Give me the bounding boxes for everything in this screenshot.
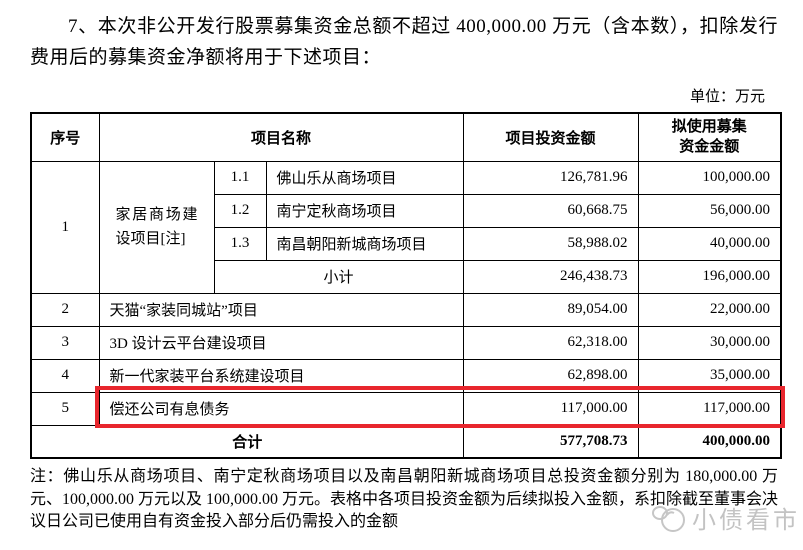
footnote-paragraph: 注：佛山乐从商场项目、南宁定秋商场项目以及南昌朝阳新城商场项目总投资金额分别为 …: [30, 468, 779, 530]
table-row-1-3: 1.3 南昌朝阳新城商场项目 58,988.02 40,000.00: [31, 226, 782, 261]
cell-total-label: 合计: [30, 424, 464, 459]
cell-project-name: 南宁定秋商场项目: [265, 193, 464, 228]
cell-project-name: 新一代家装平台系统建设项目: [98, 358, 464, 393]
table-row-5-highlighted: 5 偿还公司有息债务 117,000.00 117,000.00: [30, 391, 782, 426]
table-row-total: 合计 577,708.73 400,000.00: [30, 424, 782, 459]
cell-subtotal-proposed: 196,000.00: [637, 259, 782, 294]
cell-investment: 117,000.00: [462, 391, 639, 426]
cell-investment: 58,988.02: [462, 226, 639, 261]
cell-investment: 62,898.00: [462, 358, 639, 393]
panda-face-icon: [650, 503, 688, 533]
table-row-2: 2 天猫“家装同城站”项目 89,054.00 22,000.00: [30, 292, 782, 327]
cell-investment: 89,054.00: [462, 292, 639, 327]
cell-sub-no: 1.2: [213, 193, 267, 228]
watermark-text: 小债看市: [692, 508, 800, 534]
header-investment: 项目投资金额: [462, 112, 639, 162]
unit-label: 单位：万元: [689, 89, 765, 105]
table-row-4: 4 新一代家装平台系统建设项目 62,898.00 35,000.00: [30, 358, 782, 393]
cell-group-name: 家居商场建设项目[注]: [98, 160, 215, 294]
table-row-1-2: 1.2 南宁定秋商场项目 60,668.75 56,000.00: [31, 193, 782, 228]
cell-sub-no: 1.1: [213, 160, 267, 195]
cell-group-index: 1: [30, 160, 100, 294]
cell-project-name: 偿还公司有息债务: [98, 391, 464, 426]
cell-project-name: 3D 设计云平台建设项目: [98, 325, 464, 360]
table-row-subtotal: 小计 246,438.73 196,000.00: [31, 259, 782, 294]
intro-paragraph: 7、本次非公开发行股票募集资金总额不超过 400,000.00 万元（含本数），…: [30, 16, 778, 68]
cell-proposed: 40,000.00: [637, 226, 782, 261]
cell-project-name: 佛山乐从商场项目: [265, 160, 464, 195]
cell-index: 4: [30, 358, 100, 393]
cell-proposed: 30,000.00: [637, 325, 782, 360]
header-proposed-funds: 拟使用募集资金金额: [637, 112, 782, 162]
table-row-3: 3 3D 设计云平台建设项目 62,318.00 30,000.00: [30, 325, 782, 360]
cell-project-name: 南昌朝阳新城商场项目: [265, 226, 464, 261]
cell-total-proposed: 400,000.00: [637, 424, 782, 459]
header-project-name: 项目名称: [98, 112, 464, 162]
cell-proposed: 35,000.00: [637, 358, 782, 393]
table-row-1-1: 1 家居商场建设项目[注] 1.1 佛山乐从商场项目 126,781.96 10…: [30, 160, 782, 294]
cell-proposed: 100,000.00: [637, 160, 782, 195]
cell-investment: 126,781.96: [462, 160, 639, 195]
cell-project-name: 天猫“家装同城站”项目: [98, 292, 464, 327]
fund-usage-table-wrap: 序号 项目名称 项目投资金额 拟使用募集资金金额 1 家居商场建设项目[注] 1…: [30, 112, 785, 459]
cell-index: 3: [30, 325, 100, 360]
cell-proposed: 56,000.00: [637, 193, 782, 228]
cell-subtotal-investment: 246,438.73: [462, 259, 639, 294]
cell-total-investment: 577,708.73: [462, 424, 639, 459]
cell-index: 5: [30, 391, 100, 426]
watermark: 小债看市: [650, 500, 800, 535]
header-index: 序号: [30, 112, 100, 162]
cell-investment: 60,668.75: [462, 193, 639, 228]
cell-proposed: 22,000.00: [637, 292, 782, 327]
cell-sub-no: 1.3: [213, 226, 267, 261]
cell-index: 2: [30, 292, 100, 327]
fund-usage-table: 序号 项目名称 项目投资金额 拟使用募集资金金额 1 家居商场建设项目[注] 1…: [30, 112, 783, 459]
cell-subtotal-label: 小计: [213, 259, 464, 294]
cell-investment: 62,318.00: [462, 325, 639, 360]
table-header-row: 序号 项目名称 项目投资金额 拟使用募集资金金额: [30, 112, 782, 162]
cell-proposed: 117,000.00: [637, 391, 782, 426]
